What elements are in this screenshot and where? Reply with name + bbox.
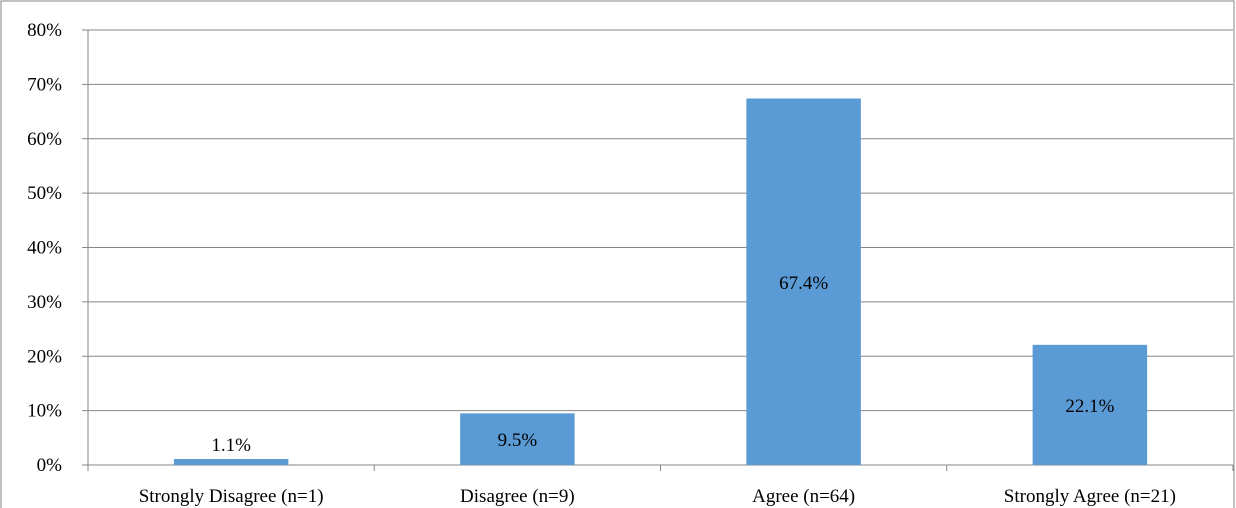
y-tick-label: 10% [27, 401, 62, 422]
data-label: 22.1% [1065, 396, 1114, 417]
data-label: 9.5% [498, 430, 538, 451]
bar [1032, 344, 1148, 465]
y-tick-label: 0% [37, 455, 63, 476]
bar [460, 413, 575, 465]
data-label: 67.4% [779, 273, 828, 294]
y-tick-label: 80% [27, 20, 62, 41]
category-label: Disagree (n=9) [460, 486, 575, 507]
category-label: Strongly Agree (n=21) [1004, 486, 1176, 507]
category-label: Strongly Disagree (n=1) [139, 486, 324, 507]
bars [173, 98, 1148, 465]
category-label: Agree (n=64) [752, 486, 855, 507]
y-tick-label: 40% [27, 238, 62, 259]
y-tick-label: 50% [27, 183, 62, 204]
bar [173, 459, 289, 465]
y-tick-label: 30% [27, 292, 62, 313]
y-tick-label: 60% [27, 129, 62, 150]
bar [746, 98, 861, 465]
data-label: 1.1% [211, 435, 251, 456]
y-tick-label: 70% [27, 74, 62, 95]
gridlines [88, 29, 1233, 412]
labels: 0% 10% 20% 30% 40% 50% 60% 70% 80% 1.1% Strongly D… [27, 20, 1176, 507]
y-tick-label: 20% [27, 346, 62, 367]
